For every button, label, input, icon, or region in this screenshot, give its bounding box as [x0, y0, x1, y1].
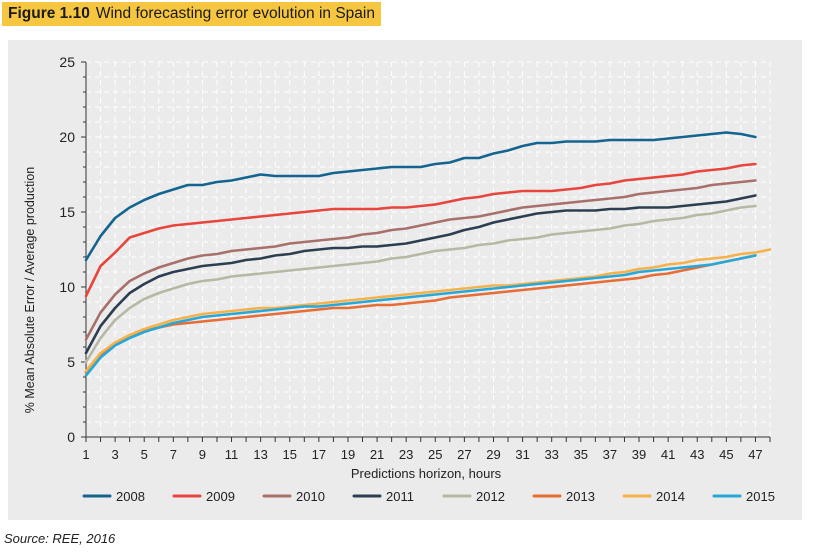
series-line-2015 [84, 254, 757, 377]
figure-label: Figure 1.10 [8, 5, 90, 22]
x-tick-label: 37 [603, 447, 617, 462]
figure-title-bar: Figure 1.10 Wind forecasting error evolu… [2, 2, 381, 26]
series-line-2010 [84, 179, 757, 341]
figure-title: Wind forecasting error evolution in Spai… [95, 5, 375, 22]
x-tick-label: 39 [632, 447, 646, 462]
x-tick-label: 19 [341, 447, 355, 462]
x-tick-label: 43 [690, 447, 704, 462]
series-line-2011 [84, 194, 757, 355]
y-tick-label: 25 [59, 54, 75, 70]
legend-label-2014: 2014 [656, 489, 685, 504]
y-axis-label: % Mean Absolute Error / Average producti… [23, 167, 37, 413]
series-layer [84, 131, 772, 377]
x-tick-label: 13 [253, 447, 267, 462]
x-tick-label: 25 [428, 447, 442, 462]
legend-label-2015: 2015 [746, 489, 775, 504]
x-tick-label: 17 [312, 447, 326, 462]
legend-label-2010: 2010 [296, 489, 325, 504]
x-tick-label: 3 [111, 447, 118, 462]
x-tick-label: 27 [457, 447, 471, 462]
source-note: Source: REE, 2016 [4, 531, 116, 546]
legend-label-2013: 2013 [566, 489, 595, 504]
x-tick-label: 23 [399, 447, 413, 462]
x-tick-label: 21 [370, 447, 384, 462]
legend: 2008 2009 2010 2011 2012 2013 2014 2015 [82, 489, 775, 504]
x-tick-label: 35 [574, 447, 588, 462]
legend-label-2008: 2008 [116, 489, 145, 504]
series-line-2013 [84, 254, 757, 374]
x-tick-label: 9 [199, 447, 206, 462]
x-axis-label: Predictions horizon, hours [351, 466, 502, 481]
chart-panel: 0 5 10 15 20 25 1 3 5 7 9 11 13 15 17 19 21 23 25 27 29 31 33 3… [8, 40, 802, 520]
y-tick-label: 20 [59, 129, 75, 145]
y-tick-label: 10 [59, 279, 75, 295]
series-line-2009 [84, 162, 757, 298]
x-tick-label: 11 [225, 447, 239, 462]
x-tick-label: 41 [661, 447, 675, 462]
x-tick-label: 33 [544, 447, 558, 462]
x-tick-label: 31 [515, 447, 529, 462]
series-line-2014 [84, 248, 772, 373]
x-tick-label: 47 [748, 447, 762, 462]
y-tick-label: 0 [67, 429, 75, 445]
y-tick-label: 15 [59, 204, 75, 220]
x-tick-label: 5 [141, 447, 148, 462]
legend-label-2012: 2012 [476, 489, 505, 504]
x-tick-label: 1 [82, 447, 89, 462]
x-tick-label: 7 [170, 447, 177, 462]
legend-label-2009: 2009 [206, 489, 235, 504]
legend-label-2011: 2011 [386, 489, 414, 504]
series-line-2008 [84, 131, 757, 262]
grid-layer [86, 61, 771, 437]
x-tick-label: 15 [283, 447, 297, 462]
x-tick-label: 45 [719, 447, 733, 462]
series-line-2012 [84, 204, 757, 364]
y-tick-label: 5 [67, 354, 75, 370]
x-tick-label: 29 [486, 447, 500, 462]
